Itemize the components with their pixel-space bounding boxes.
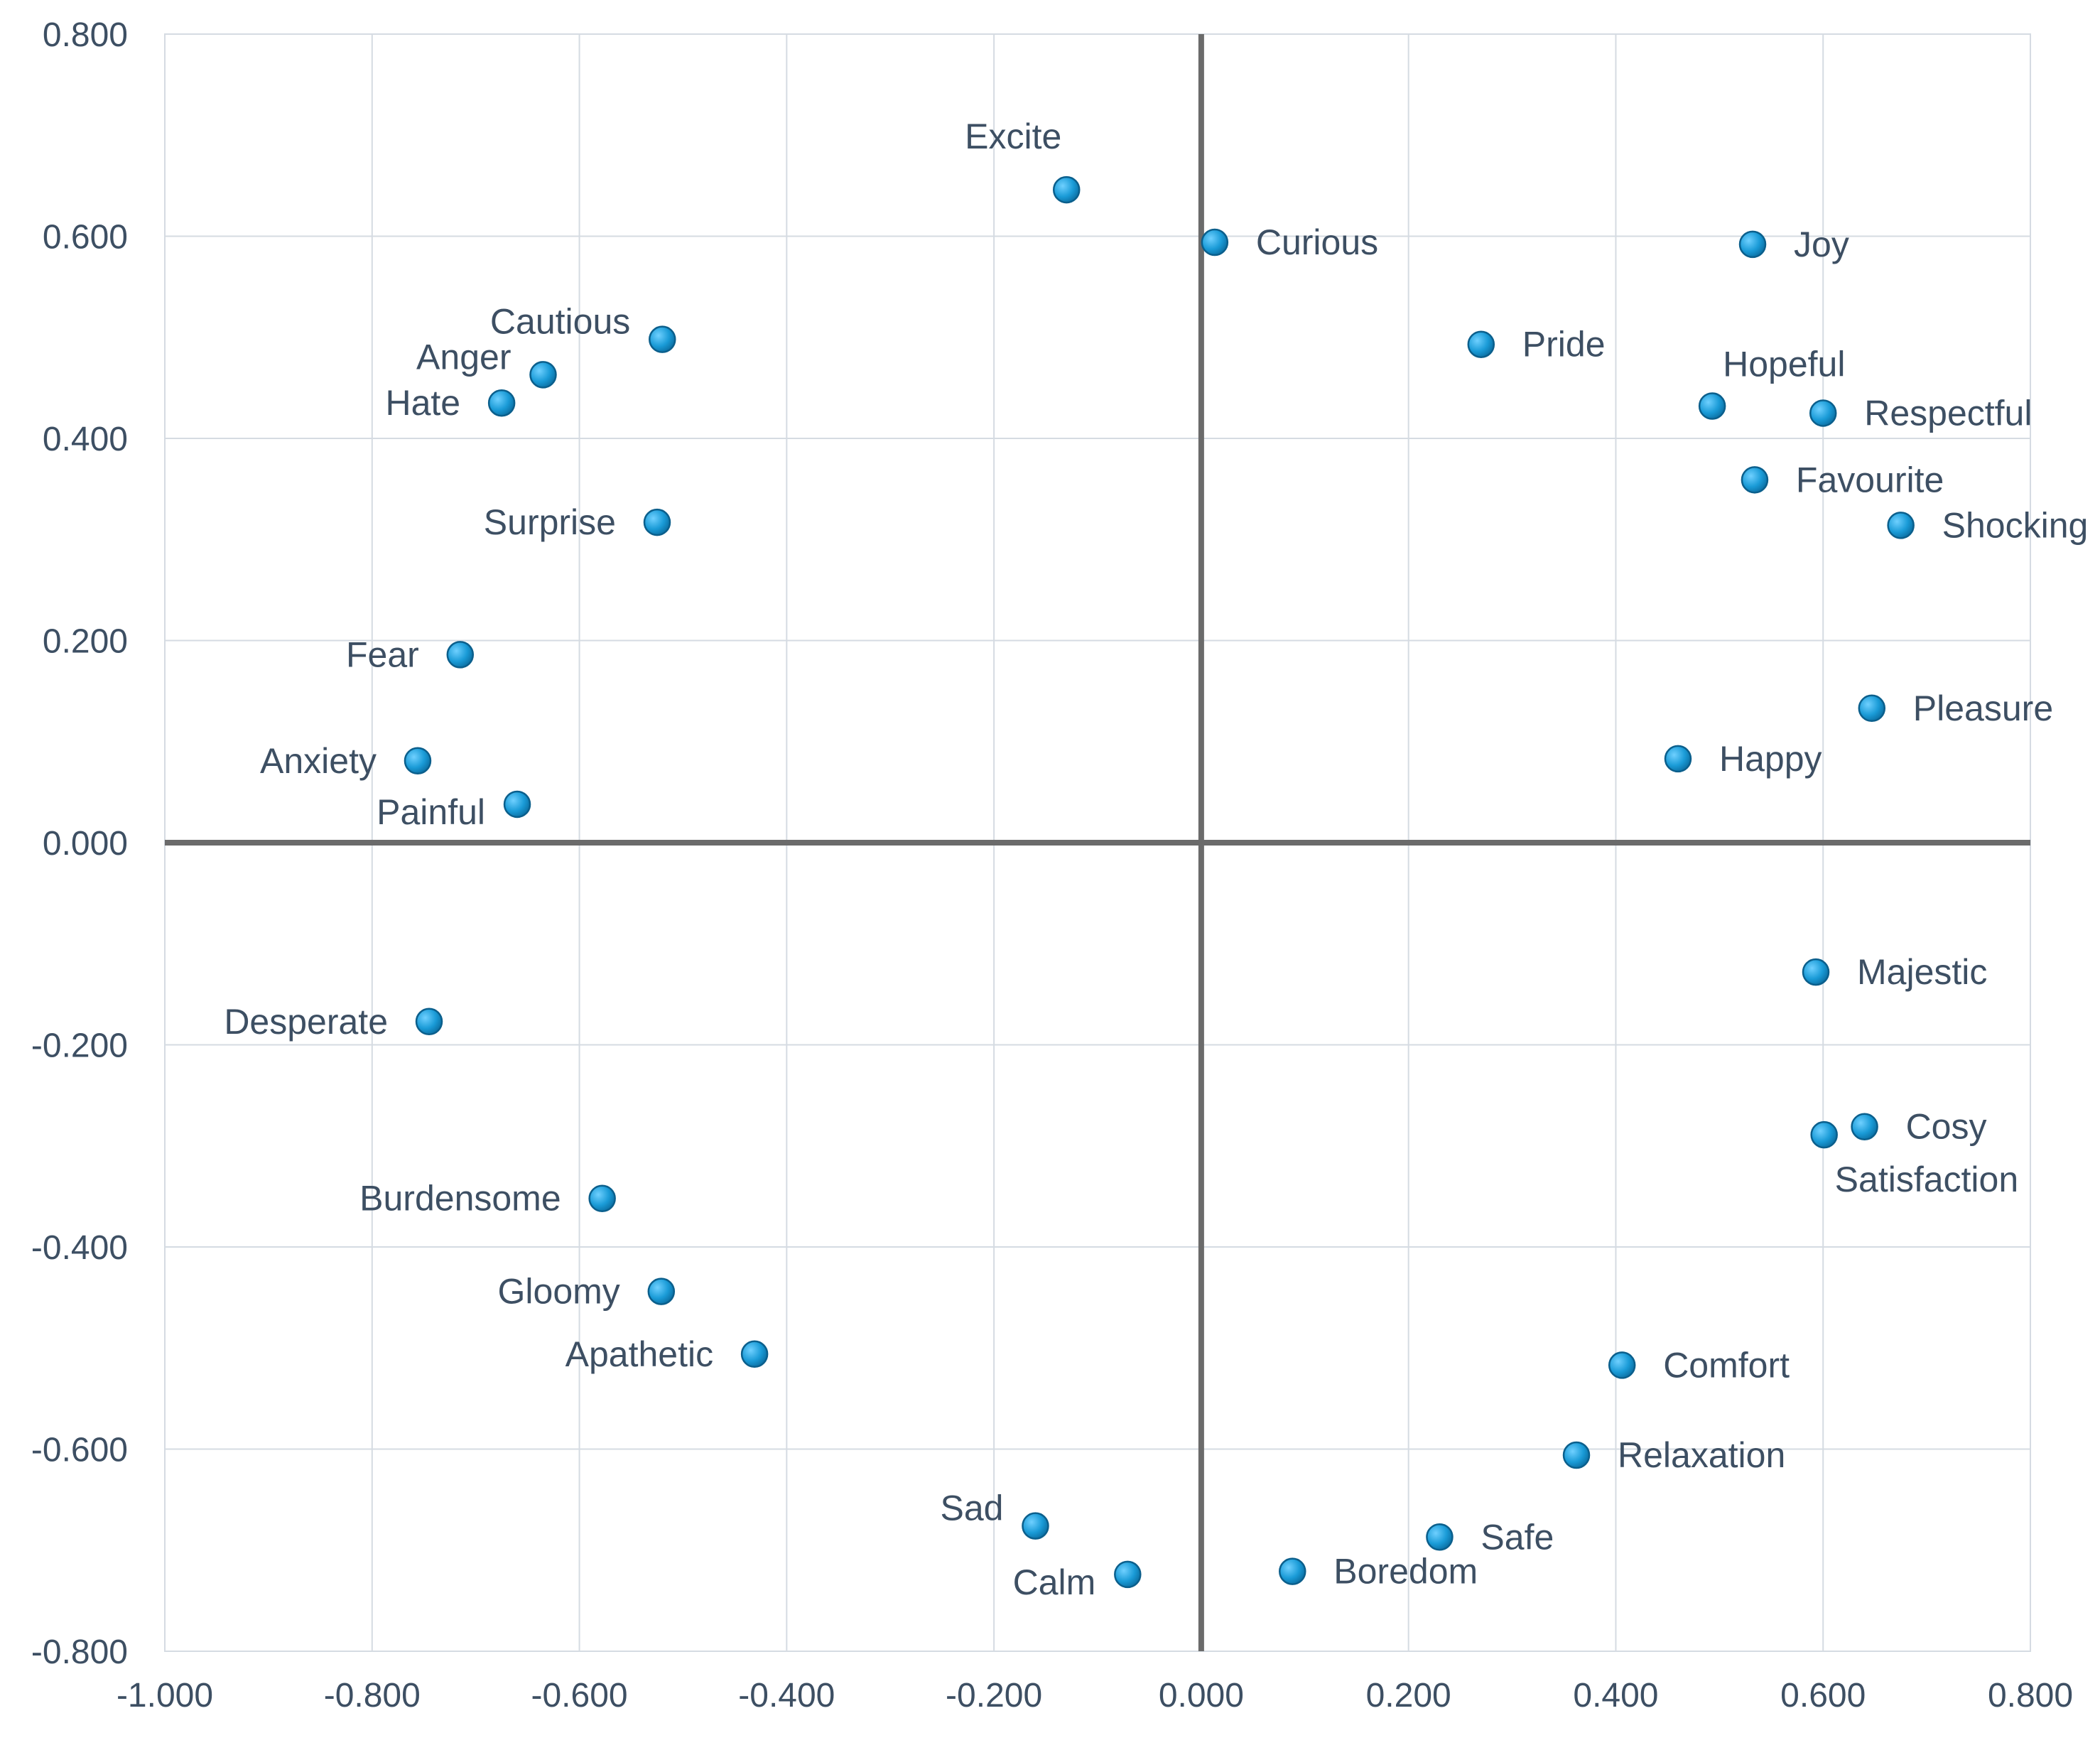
- point-burdensome: [588, 1184, 616, 1212]
- point-hopeful: [1698, 392, 1726, 420]
- label-sad: Sad: [940, 1489, 1003, 1528]
- label-pleasure: Pleasure: [1913, 688, 2053, 728]
- label-comfort: Comfort: [1663, 1345, 1790, 1385]
- label-cautious: Cautious: [490, 302, 630, 342]
- point-apathetic: [740, 1340, 769, 1368]
- point-shocking: [1887, 512, 1915, 539]
- x-tick-label: 0.800: [1988, 1677, 2073, 1714]
- point-cautious: [649, 325, 676, 353]
- point-excite: [1052, 175, 1081, 204]
- point-majestic: [1802, 958, 1830, 986]
- point-hate: [487, 389, 516, 417]
- point-anxiety: [404, 747, 432, 775]
- label-anxiety: Anxiety: [260, 741, 377, 781]
- label-anger: Anger: [416, 337, 511, 377]
- label-satisfaction: Satisfaction: [1835, 1160, 2018, 1199]
- y-tick-label: 0.600: [43, 219, 128, 256]
- point-surprise: [643, 508, 671, 536]
- label-calm: Calm: [1013, 1562, 1096, 1602]
- label-hate: Hate: [386, 383, 461, 423]
- label-joy: Joy: [1794, 225, 1849, 264]
- y-tick-label: 0.000: [43, 825, 128, 863]
- label-respectful: Respectful: [1864, 393, 2032, 433]
- label-pride: Pride: [1522, 325, 1606, 364]
- label-happy: Happy: [1719, 739, 1822, 779]
- point-calm: [1114, 1560, 1142, 1589]
- point-comfort: [1608, 1351, 1636, 1379]
- label-cosy: Cosy: [1906, 1107, 1987, 1147]
- x-tick-label: 0.600: [1780, 1677, 1866, 1714]
- y-tick-label: 0.400: [43, 421, 128, 458]
- label-safe: Safe: [1481, 1517, 1554, 1557]
- y-tick-label: -0.200: [31, 1027, 128, 1065]
- point-satisfaction: [1810, 1120, 1838, 1149]
- point-sad: [1022, 1512, 1049, 1540]
- label-excite: Excite: [965, 117, 1061, 156]
- y-tick-label: -0.600: [31, 1432, 128, 1469]
- point-relaxation: [1562, 1441, 1591, 1469]
- label-favourite: Favourite: [1796, 460, 1944, 499]
- y-axis-tick-labels: -0.800 -0.600 -0.400 -0.200 0.000 0.200 0.400 0…: [31, 16, 128, 1671]
- x-tick-label: 0.200: [1366, 1677, 1451, 1714]
- point-respectful: [1809, 399, 1837, 427]
- label-curious: Curious: [1256, 222, 1378, 262]
- point-pleasure: [1858, 694, 1886, 723]
- label-hopeful: Hopeful: [1723, 344, 1845, 384]
- x-tick-label: -1.000: [117, 1677, 213, 1714]
- x-axis-tick-labels: -1.000 -0.800 -0.600 -0.400 -0.200 0.000 0.200…: [117, 1677, 2073, 1714]
- point-joy: [1738, 230, 1767, 259]
- point-gloomy: [647, 1278, 676, 1305]
- label-relaxation: Relaxation: [1618, 1435, 1785, 1475]
- x-tick-label: 0.000: [1159, 1677, 1244, 1714]
- x-tick-label: 0.400: [1573, 1677, 1658, 1714]
- y-tick-label: 0.200: [43, 623, 128, 661]
- zero-axes: [165, 34, 2030, 1651]
- y-tick-label: -0.400: [31, 1229, 128, 1267]
- point-anger: [529, 361, 557, 389]
- y-tick-label: 0.800: [43, 16, 128, 54]
- point-fear: [446, 641, 475, 669]
- data-points: [404, 175, 1915, 1589]
- label-painful: Painful: [377, 792, 485, 832]
- x-tick-label: -0.400: [738, 1677, 835, 1714]
- point-desperate: [415, 1008, 443, 1036]
- label-majestic: Majestic: [1857, 952, 1987, 992]
- point-curious: [1201, 228, 1229, 256]
- label-apathetic: Apathetic: [565, 1334, 713, 1374]
- point-happy: [1664, 745, 1692, 773]
- label-fear: Fear: [346, 634, 419, 674]
- label-burdensome: Burdensome: [359, 1179, 561, 1219]
- label-gloomy: Gloomy: [498, 1272, 620, 1312]
- point-favourite: [1741, 466, 1769, 494]
- point-boredom: [1279, 1557, 1306, 1585]
- x-tick-label: -0.800: [324, 1677, 421, 1714]
- point-cosy: [1851, 1113, 1878, 1140]
- label-boredom: Boredom: [1333, 1552, 1478, 1592]
- x-tick-label: -0.600: [531, 1677, 628, 1714]
- y-tick-label: -0.800: [31, 1633, 128, 1671]
- point-pride: [1467, 330, 1495, 358]
- point-safe: [1426, 1523, 1454, 1551]
- point-painful: [503, 790, 531, 819]
- label-shocking: Shocking: [1942, 505, 2089, 545]
- point-labels: Excite Curious Joy Pride Hopeful Respectful Fa…: [224, 117, 2088, 1602]
- label-surprise: Surprise: [484, 502, 616, 542]
- x-tick-label: -0.200: [946, 1677, 1042, 1714]
- label-desperate: Desperate: [224, 1002, 388, 1042]
